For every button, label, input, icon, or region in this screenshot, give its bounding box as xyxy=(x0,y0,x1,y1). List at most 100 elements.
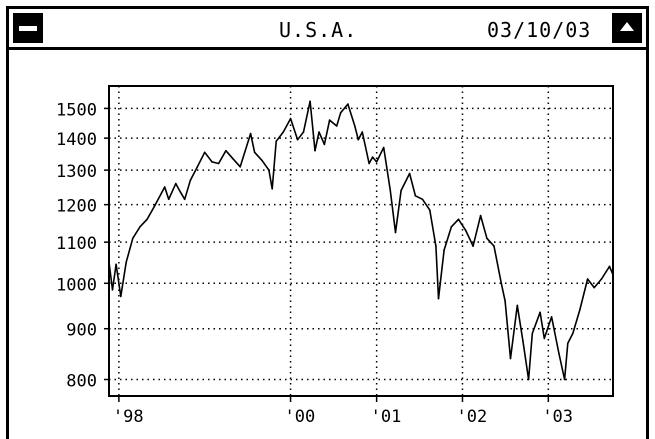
data-point xyxy=(567,342,569,345)
data-point xyxy=(400,189,402,192)
data-point xyxy=(443,249,445,251)
data-point xyxy=(486,237,488,240)
data-point xyxy=(437,297,440,300)
data-point xyxy=(612,273,614,276)
y-tick-label: 1100 xyxy=(56,234,97,254)
data-point xyxy=(183,198,186,201)
data-point xyxy=(368,162,370,165)
data-point xyxy=(323,143,326,146)
data-point xyxy=(457,218,460,221)
data-point xyxy=(504,300,506,302)
y-tick-label: 1300 xyxy=(56,162,97,182)
data-point xyxy=(282,131,285,133)
data-point xyxy=(572,332,574,335)
data-point xyxy=(120,295,122,298)
data-point xyxy=(275,140,278,143)
x-tick-label: '02 xyxy=(456,407,487,427)
data-point xyxy=(357,138,360,141)
data-point xyxy=(309,100,311,103)
data-point xyxy=(394,231,397,234)
data-point xyxy=(509,357,512,360)
y-tick-label: 900 xyxy=(66,321,97,341)
data-point xyxy=(289,117,292,120)
data-point xyxy=(225,149,227,152)
title-bar[interactable]: U.S.A. 03/10/03 xyxy=(6,6,649,50)
data-point xyxy=(189,179,192,181)
data-point xyxy=(465,229,467,232)
window-title: U.S.A. xyxy=(279,18,358,42)
data-point xyxy=(408,172,411,175)
data-point xyxy=(429,209,431,211)
data-point xyxy=(175,182,177,185)
data-point xyxy=(347,103,349,105)
data-point xyxy=(153,205,156,208)
data-point xyxy=(318,131,320,133)
data-point xyxy=(479,214,482,217)
data-point xyxy=(203,151,206,154)
data-point xyxy=(261,159,263,162)
data-point xyxy=(361,131,364,133)
data-point xyxy=(579,309,581,311)
data-point xyxy=(608,265,611,268)
data-point xyxy=(516,304,519,307)
data-point xyxy=(527,378,530,381)
data-point xyxy=(335,125,338,127)
data-point xyxy=(328,119,331,121)
data-point xyxy=(296,138,299,141)
data-point xyxy=(543,337,546,340)
data-point xyxy=(550,316,553,318)
data-point xyxy=(111,289,114,291)
data-point xyxy=(371,156,374,158)
y-tick-label: 800 xyxy=(66,372,97,392)
data-point xyxy=(435,245,437,247)
zoom-up-arrow-icon[interactable] xyxy=(612,13,642,43)
x-tick-label: '03 xyxy=(542,407,573,427)
data-point xyxy=(593,286,595,289)
chart-content-area xyxy=(6,50,649,439)
data-point xyxy=(558,352,560,355)
data-point xyxy=(414,195,417,197)
y-tick-label: 1000 xyxy=(56,275,97,295)
data-point xyxy=(271,188,274,190)
data-point xyxy=(493,245,495,247)
data-point xyxy=(522,340,524,342)
data-point xyxy=(500,282,503,285)
x-tick-label: '00 xyxy=(285,407,316,427)
data-point xyxy=(232,157,234,160)
data-point xyxy=(239,166,241,168)
data-point xyxy=(302,131,305,133)
data-point xyxy=(375,161,378,163)
data-point xyxy=(132,237,134,240)
x-tick-label: '01 xyxy=(371,407,402,427)
data-point xyxy=(586,278,589,280)
data-point xyxy=(196,166,199,168)
series-line-0 xyxy=(108,100,614,381)
close-box-icon[interactable] xyxy=(13,13,43,43)
data-point xyxy=(125,261,127,264)
data-point xyxy=(563,378,566,381)
y-tick-label: 1400 xyxy=(56,130,97,150)
data-point xyxy=(108,261,110,264)
plot-frame xyxy=(108,85,614,397)
data-point xyxy=(253,151,256,154)
data-point xyxy=(600,278,603,280)
data-point xyxy=(268,169,270,171)
y-tick-label: 1500 xyxy=(56,100,97,120)
data-point xyxy=(146,218,148,221)
data-point xyxy=(382,146,385,149)
data-point xyxy=(389,189,392,192)
window-date: 03/10/03 xyxy=(487,18,592,42)
data-point xyxy=(179,191,182,193)
data-point xyxy=(163,186,166,188)
data-point xyxy=(314,149,316,152)
data-point xyxy=(354,125,356,127)
data-point xyxy=(421,198,424,201)
data-point xyxy=(339,111,342,114)
data-point xyxy=(139,226,141,228)
data-point xyxy=(249,132,252,135)
data-point xyxy=(450,226,453,228)
data-point xyxy=(539,311,541,314)
data-point xyxy=(115,263,117,266)
